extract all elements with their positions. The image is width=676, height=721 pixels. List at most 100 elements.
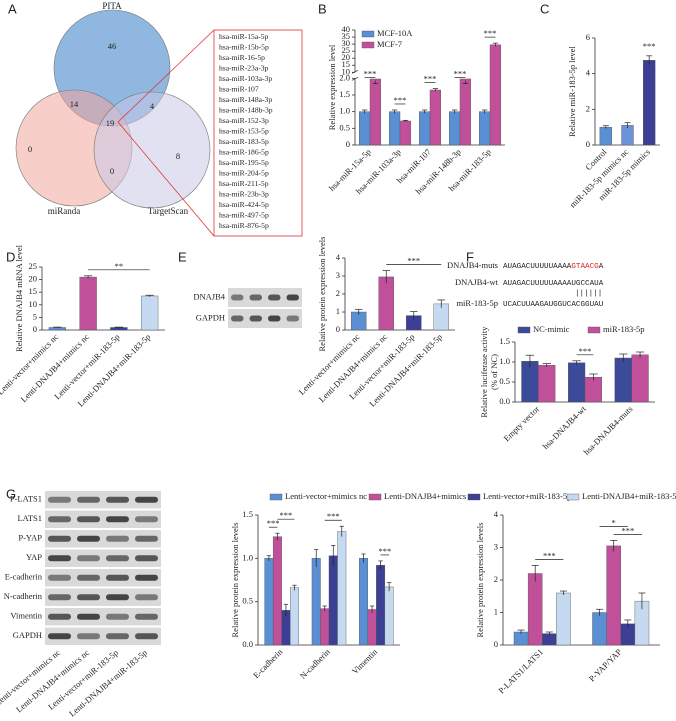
blot-band [48,594,71,601]
y-tick-label: 1.0 [499,356,510,366]
y-tick-label: 10 [29,299,38,309]
bar [140,295,159,331]
venn-count: 0 [28,144,32,154]
mirna-item: hsa-miR-15a-5p [219,32,269,41]
y-tick-label: 0.5 [339,122,350,132]
sequence: AUAGACUUUUUAAAAUGCCAUA [503,280,604,288]
blot-label: YAP [26,552,42,562]
y-tick-label: 20 [342,52,351,62]
blot-band [286,294,299,301]
blot-band [48,555,71,562]
mirna-item: hsa-miR-211-5p [219,179,269,188]
blot-band [48,613,71,620]
x-tick-label: E-cadherin [251,646,285,680]
bar [606,545,621,646]
blot-band [77,516,100,523]
blot-band [106,555,129,562]
blot-band [135,535,158,542]
blot-band [135,613,158,620]
x-tick-label: N-cadherin [298,646,333,681]
sequence: AUAGACUUUUUAAAAGTAACGA [503,263,604,271]
significance: *** [394,95,407,105]
y-tick-label: 0 [33,324,37,334]
legend-swatch [361,30,375,38]
legend-label: MCF-7 [377,39,402,49]
y-tick-label: 1 [494,606,498,616]
y-axis-label: (% of NC) [489,354,499,390]
blot-band [106,594,129,601]
significance: *** [424,74,437,84]
y-tick-label: 25 [29,261,38,271]
blot-band [268,294,281,301]
blot-band [249,315,262,322]
mirna-item: hsa-miR-153-5p [219,126,269,135]
legend-label: NC-mimic [533,324,570,334]
mirna-item: hsa-miR-103a-3p [219,74,272,83]
blot-band [231,294,244,301]
venn-count: 19 [106,118,115,128]
y-tick-label: 20 [29,274,38,284]
x-tick-label: hsa-DNAJB4-muts [581,404,634,457]
blot-band [268,315,281,322]
significance: *** [621,525,634,535]
x-tick-label: P-LATS1/LATS1 [496,647,545,696]
bar [419,111,431,146]
y-tick-label: 0.5 [242,596,253,606]
y-tick-label: 15 [342,59,351,69]
legend-label: Lenti-vector+mimics nc [285,491,367,501]
significance: *** [484,28,497,38]
bar [568,362,586,403]
bar [289,587,299,646]
blot-band [77,594,100,601]
bar [79,276,97,331]
y-tick-label: 4 [494,509,499,519]
mirna-item: hsa-miR-183-5p [219,137,269,146]
blot-band [106,574,129,581]
bar [479,111,491,146]
bar [614,357,632,403]
blot-strip [45,530,161,548]
legend-swatch [566,493,580,501]
mirna-item: hsa-miR-204-5p [219,168,269,177]
blot-band [77,574,100,581]
blot-strip [45,569,161,587]
seq-name: miR-183-5p [456,298,498,308]
bar [459,78,472,146]
venn-count: 14 [70,99,79,109]
y-tick-label: 25 [342,45,351,55]
blot-band [77,555,100,562]
mirna-item: hsa-miR-152-3p [219,116,269,125]
mirna-item: hsa-miR-23a-3p [219,63,269,72]
mirna-item: hsa-miR-107 [219,84,259,93]
y-tick-label: 1 [336,306,340,316]
y-tick-label: 2.0 [339,72,350,82]
y-tick-label: 35 [342,31,351,41]
blot-band [135,555,158,562]
legend-swatch [587,326,601,334]
blot-label: DNAJB4 [193,291,225,301]
blot-strip [45,510,161,528]
bar [320,608,330,646]
blot-strip [45,627,161,645]
bar [399,120,412,146]
bar [521,361,539,403]
bar [311,558,321,646]
bar [527,573,543,646]
bar [378,276,395,331]
bar [621,125,634,146]
blot-label: Vimentin [10,611,42,621]
blot-band [106,535,129,542]
y-tick-label: 1.5 [242,509,253,519]
bar [631,354,649,403]
blot-band [48,516,71,523]
callout-line [117,121,215,237]
panel-label: F [466,249,474,264]
y-tick-label: 15 [29,286,38,296]
legend-label: Lenti-DNAJB4+mimics nc [384,491,477,501]
axis-break [351,69,359,74]
bar [359,111,371,146]
legend-label: MCF-10A [377,28,413,38]
y-tick-label: 5 [33,311,37,321]
blot-strip [228,309,302,328]
venn-count: 4 [150,101,155,111]
